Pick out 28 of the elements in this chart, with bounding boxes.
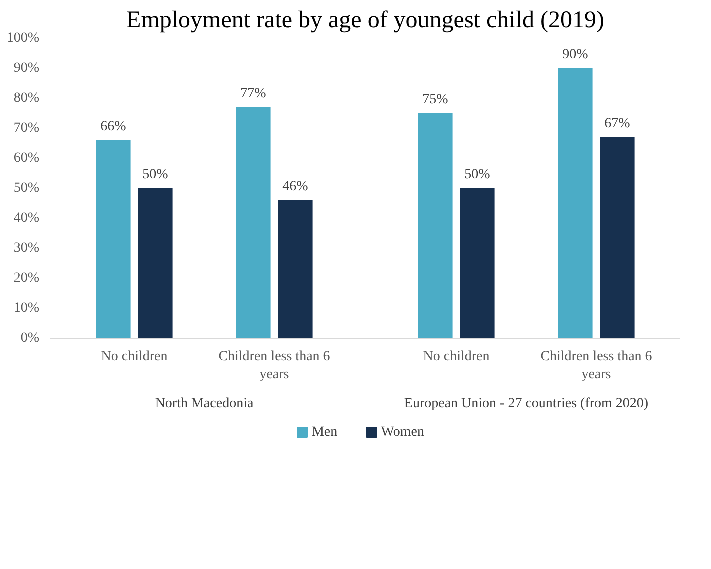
x-tick-label: No children: [423, 350, 490, 364]
x-tick-label: No children: [101, 350, 168, 364]
y-tick-label: 20%: [14, 271, 40, 286]
legend-label: Men: [312, 425, 338, 440]
text: 46%: [282, 180, 308, 194]
text: 67%: [604, 116, 630, 132]
y-tick-label: 60%: [14, 151, 40, 166]
y-tick-label: 100%: [6, 31, 40, 46]
text: 50%: [142, 168, 168, 182]
legend-label: Women: [381, 425, 424, 440]
y-tick-label: 90%: [14, 61, 40, 76]
y-tick-label: 40%: [14, 211, 40, 226]
text: 50%: [464, 168, 490, 182]
y-tick-label: 50%: [14, 181, 40, 196]
y-tick-label: 10%: [14, 301, 40, 316]
text: 77%: [240, 86, 266, 102]
text: 66%: [100, 120, 126, 134]
y-tick-label: 70%: [14, 121, 40, 136]
text: European Union - 27 countries (from 2020): [404, 396, 649, 412]
text: North Macedonia: [155, 396, 254, 412]
y-tick-label: 30%: [14, 241, 40, 256]
text: 90%: [562, 48, 588, 62]
y-tick-label: 0%: [20, 331, 40, 346]
x-tick-label: Children less than 6 years: [540, 350, 652, 382]
text: 75%: [422, 92, 448, 108]
y-tick-label: 80%: [14, 91, 40, 106]
chart-title: Employment rate by age of youngest child (2019): [126, 8, 604, 34]
x-tick-label: Children less than 6 years: [218, 350, 330, 382]
